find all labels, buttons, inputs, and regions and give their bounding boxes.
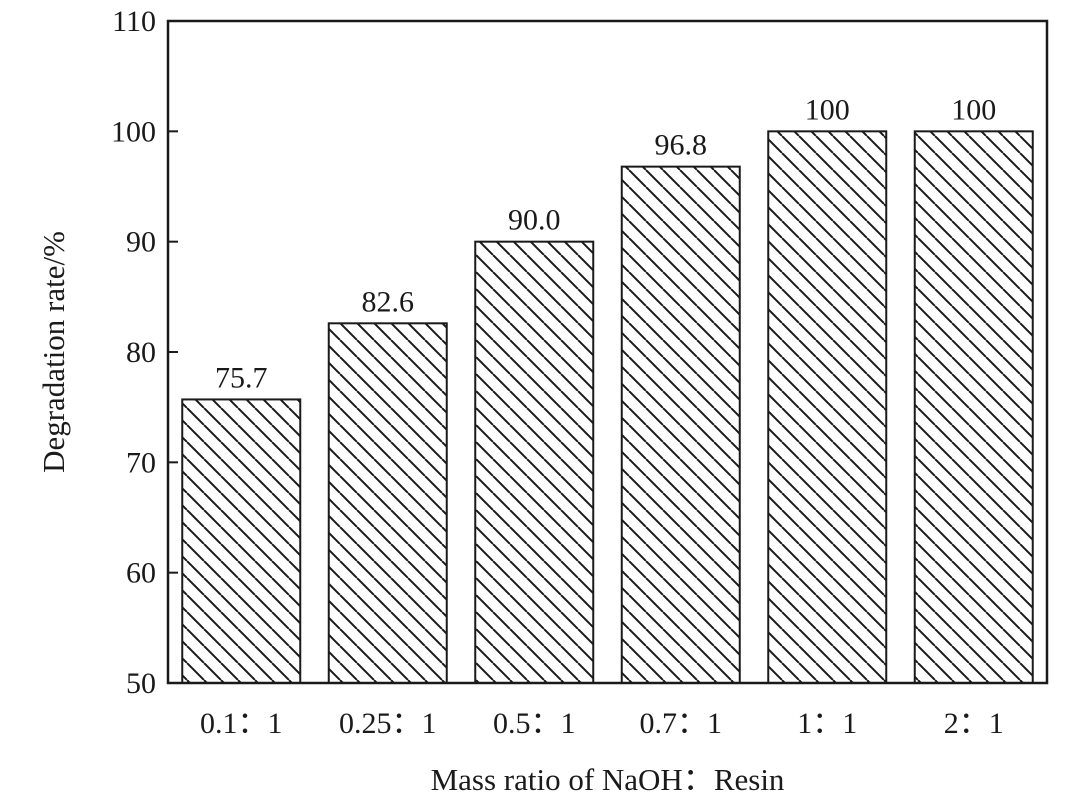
y-tick-label: 110 bbox=[112, 5, 156, 38]
x-category-label: 1：1 bbox=[797, 707, 857, 740]
bar-value-label: 75.7 bbox=[215, 361, 268, 394]
bars-layer bbox=[181, 130, 1034, 685]
bar-value-label: 96.8 bbox=[655, 129, 708, 162]
x-axis-title: Mass ratio of NaOH：Resin bbox=[431, 762, 785, 797]
bar bbox=[327, 322, 448, 684]
bar bbox=[474, 240, 595, 685]
y-tick-label: 100 bbox=[111, 115, 156, 148]
y-tick-label: 70 bbox=[126, 446, 156, 479]
bar-value-label: 82.6 bbox=[362, 285, 415, 318]
bar bbox=[767, 130, 888, 685]
bar-value-label: 100 bbox=[805, 93, 850, 126]
x-category-label: 0.7：1 bbox=[640, 707, 723, 740]
x-category-label: 2：1 bbox=[944, 707, 1004, 740]
y-tick-label: 60 bbox=[126, 557, 156, 590]
y-tick-label: 90 bbox=[126, 226, 156, 259]
y-axis: 50 60 70 80 90 100 110 bbox=[111, 5, 178, 700]
bar-value-label: 90.0 bbox=[508, 204, 561, 237]
x-category-label: 0.5：1 bbox=[493, 707, 576, 740]
y-axis-title: Degradation rate/% bbox=[36, 231, 71, 473]
bar bbox=[620, 165, 741, 684]
data-labels: 75.7 82.6 90.0 96.8 100 100 bbox=[215, 93, 996, 394]
bar bbox=[181, 398, 302, 684]
x-axis: 0.1：1 0.25：1 0.5：1 0.7：1 1：1 2：1 bbox=[200, 707, 1004, 740]
y-tick-label: 50 bbox=[126, 667, 156, 700]
y-tick-label: 80 bbox=[126, 336, 156, 369]
x-category-label: 0.1：1 bbox=[200, 707, 283, 740]
bar bbox=[913, 130, 1034, 685]
bar-value-label: 100 bbox=[951, 93, 996, 126]
x-category-label: 0.25：1 bbox=[339, 707, 437, 740]
